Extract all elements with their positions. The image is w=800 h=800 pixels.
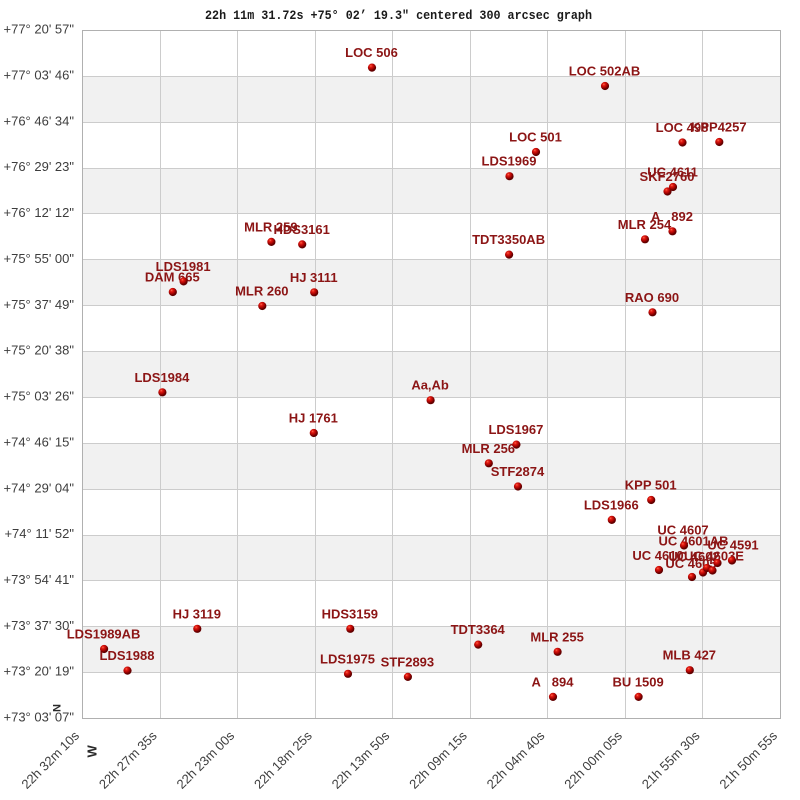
svg-text:+77° 20' 57": +77° 20' 57" xyxy=(4,22,75,37)
svg-text:22h 11m 31.72s +75° 02’ 19.3": 22h 11m 31.72s +75° 02’ 19.3" centered 3… xyxy=(205,9,592,23)
svg-text:+74° 11' 52": +74° 11' 52" xyxy=(4,526,74,541)
svg-text:LDS1989AB: LDS1989AB xyxy=(67,627,141,642)
svg-text:KPP4257: KPP4257 xyxy=(691,120,747,135)
svg-text:Aa,Ab: Aa,Ab xyxy=(411,378,449,393)
svg-text:HDS3161: HDS3161 xyxy=(274,222,330,237)
svg-text:UC 4607: UC 4607 xyxy=(657,522,708,537)
svg-text:+73° 20' 19": +73° 20' 19" xyxy=(4,664,75,679)
svg-text:+73° 37' 30": +73° 37' 30" xyxy=(4,618,75,633)
svg-text:MLR 254: MLR 254 xyxy=(618,217,672,232)
svg-text:+75° 37' 49": +75° 37' 49" xyxy=(4,297,75,312)
svg-text:W: W xyxy=(85,745,100,758)
svg-text:+75° 55' 00": +75° 55' 00" xyxy=(4,251,75,266)
svg-text:+74° 29' 04": +74° 29' 04" xyxy=(4,480,75,495)
svg-text:HJ 1761: HJ 1761 xyxy=(289,411,338,426)
svg-text:+74° 46' 15": +74° 46' 15" xyxy=(4,434,75,449)
svg-text:TDT3350AB: TDT3350AB xyxy=(472,232,545,247)
svg-text:RAO 690: RAO 690 xyxy=(625,290,679,305)
svg-text:LOC 506: LOC 506 xyxy=(345,45,398,60)
svg-text:MLR 260: MLR 260 xyxy=(235,284,288,299)
svg-text:LDS1984: LDS1984 xyxy=(134,370,190,385)
svg-text:BU 1509: BU 1509 xyxy=(612,674,663,689)
svg-text:UC 4591: UC 4591 xyxy=(707,538,758,553)
svg-text:LOC 501: LOC 501 xyxy=(509,130,562,145)
svg-text:+73° 54' 41": +73° 54' 41" xyxy=(4,572,75,587)
svg-text:STF2874: STF2874 xyxy=(491,464,545,479)
svg-text:+77° 03' 46": +77° 03' 46" xyxy=(4,67,75,82)
svg-text:LDS1969: LDS1969 xyxy=(482,154,537,169)
svg-text:UC 4601AB: UC 4601AB xyxy=(658,534,728,549)
svg-text:+76° 12' 12": +76° 12' 12" xyxy=(4,205,75,220)
svg-text:LDS1975: LDS1975 xyxy=(320,651,375,666)
svg-text:STF2893: STF2893 xyxy=(381,654,434,669)
svg-text:N: N xyxy=(52,704,64,712)
svg-text:MLB 427: MLB 427 xyxy=(663,648,716,663)
svg-text:A 894: A 894 xyxy=(532,674,575,689)
svg-text:SKF2760: SKF2760 xyxy=(640,169,695,184)
svg-text:+73° 03' 07": +73° 03' 07" xyxy=(4,710,75,725)
svg-text:+75° 20' 38": +75° 20' 38" xyxy=(4,343,75,358)
svg-text:UC 4602: UC 4602 xyxy=(668,549,719,564)
svg-text:LDS1988: LDS1988 xyxy=(100,648,155,663)
svg-text:LDS1981: LDS1981 xyxy=(156,259,211,274)
svg-text:LOC 502AB: LOC 502AB xyxy=(569,64,641,79)
svg-text:LDS1967: LDS1967 xyxy=(488,422,543,437)
svg-text:LOC 498: LOC 498 xyxy=(656,120,709,135)
svg-text:A 892: A 892 xyxy=(651,209,693,224)
svg-text:TDT3364: TDT3364 xyxy=(451,622,506,637)
svg-text:KPP 501: KPP 501 xyxy=(625,478,677,493)
svg-text:HDS3159: HDS3159 xyxy=(322,606,378,621)
svg-text:MLR 259: MLR 259 xyxy=(244,219,297,234)
svg-text:+75° 03' 26": +75° 03' 26" xyxy=(4,389,75,404)
svg-text:UC 4611: UC 4611 xyxy=(647,165,698,180)
svg-text:HJ 3111: HJ 3111 xyxy=(290,270,338,285)
svg-text:+76° 46' 34": +76° 46' 34" xyxy=(4,113,75,128)
svg-text:DAM 665: DAM 665 xyxy=(145,270,200,285)
svg-text:MLR 255: MLR 255 xyxy=(530,629,583,644)
svg-text:+76° 29' 23": +76° 29' 23" xyxy=(4,159,75,174)
svg-text:LDS1966: LDS1966 xyxy=(584,497,639,512)
svg-text:MLR 256: MLR 256 xyxy=(462,441,515,456)
svg-text:UC 4610: UC 4610 xyxy=(632,548,683,563)
svg-text:HJ 3119: HJ 3119 xyxy=(173,606,221,621)
